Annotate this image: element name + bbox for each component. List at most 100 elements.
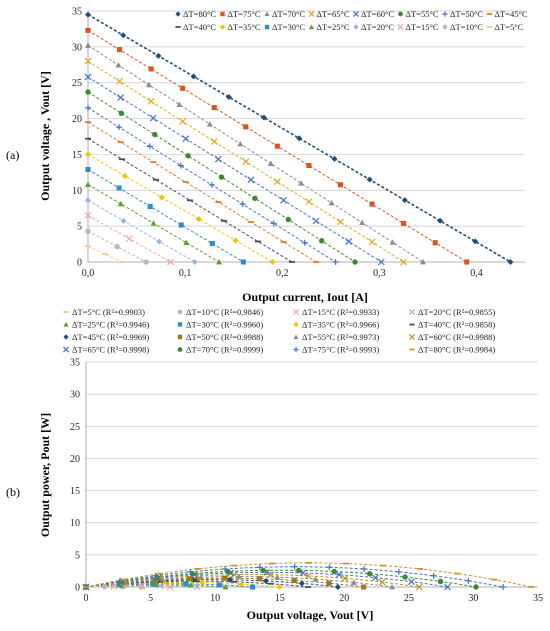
data-point-t-75-c: [433, 240, 438, 245]
data-point-t-35-c: [196, 216, 202, 222]
data-point-t-30-c: [117, 185, 122, 190]
data-point-t-50-c: [333, 259, 339, 265]
data-point-t-55-c: [85, 89, 90, 94]
legend-label: ΔT=20°C: [361, 22, 394, 32]
x-axis-title-pv: Output voltage, Vout [V]: [247, 608, 374, 622]
x-tick-label: 15: [275, 593, 285, 604]
data-point-t-35-c: [122, 173, 128, 179]
legend-marker-t-10-c-r-0-9846: [178, 310, 183, 315]
data-point-t-65-c: [337, 219, 343, 225]
data-point-t-75-c: [212, 105, 217, 110]
data-point-t-75-c: [401, 221, 406, 226]
legend-label: ΔT=70°C: [272, 9, 305, 19]
data-point-t-30-c: [210, 241, 215, 246]
legend-marker-t-60-c-r-0-9988: [409, 334, 414, 339]
legend-label: ΔT=10°C: [450, 22, 483, 32]
panel-label-b: (b): [6, 485, 20, 499]
data-point-t-55-c: [185, 153, 190, 158]
data-point-t-65-c: [180, 118, 186, 124]
x-tick-label: 0,2: [276, 268, 289, 279]
legend-marker-t-60-c: [353, 11, 358, 16]
data-point-t-30-c: [148, 204, 153, 209]
data-point-t-60-c: [346, 238, 352, 244]
data-point-t-25-c: [118, 201, 124, 206]
x-tick-label: 30: [468, 593, 478, 604]
data-point-t-30-c-r-0-9960: [250, 584, 255, 589]
data-point-t-75-c: [306, 163, 311, 168]
series-line-t-60-c: [88, 77, 381, 262]
legend-marker-t-25-c-r-0-9946: [63, 322, 68, 327]
x-tick-label: 0,0: [82, 268, 95, 279]
data-point-t-55-c-r-0-9973: [274, 574, 280, 579]
data-point-t-75-c-r-0-9993: [431, 573, 437, 579]
data-point-t-70-c-r-0-9999: [225, 569, 230, 574]
data-point-t-70-c: [298, 180, 304, 185]
y-axis-title-pv: Output power, Pout [W]: [38, 413, 52, 537]
legend-label: ΔT=25°C (R²=0.9946): [72, 320, 149, 330]
data-point-t-30-c: [179, 222, 184, 227]
legend-label: ΔT=10°C (R²=0.9846): [186, 307, 263, 317]
data-point-t-55-c: [152, 132, 157, 137]
legend-label: ΔT=30°C: [272, 22, 305, 32]
data-point-t-55-c: [219, 174, 224, 179]
data-point-t-75-c: [338, 182, 343, 187]
data-point-t-50-c: [178, 163, 184, 169]
series-line-t-45-c: [88, 122, 316, 262]
x-tick-label: 35: [533, 593, 543, 604]
data-point-t-20-c: [85, 197, 91, 203]
y-tick-label: 0: [75, 583, 80, 594]
y-tick-label: 5: [75, 550, 80, 561]
legend-marker-t-30-c: [265, 25, 269, 29]
legend-marker-t-75-c: [220, 12, 224, 16]
data-point-t-30-c: [241, 259, 246, 264]
data-point-t-75-c: [275, 144, 280, 149]
legend-marker-t-75-c-r-0-9993: [293, 347, 298, 352]
data-point-t-60-c: [215, 156, 221, 162]
data-point-t-75-c-r-0-9993: [361, 566, 367, 572]
data-point-t-70-c: [176, 101, 182, 106]
data-point-t-60-c: [150, 115, 156, 121]
legend-marker-t-15-c-r-0-9933: [293, 309, 298, 314]
x-axis-title-iv: Output current, Iout [A]: [242, 290, 368, 304]
y-tick-label: 25: [72, 78, 82, 89]
legend-marker-t-10-c: [443, 25, 448, 30]
data-point-t-20-c: [156, 238, 162, 244]
y-tick-label: 25: [70, 422, 80, 433]
legend-label: ΔT=40°C: [183, 22, 216, 32]
data-point-t-55-c: [252, 196, 257, 201]
legend-marker-t-45-c-r-0-9969: [63, 334, 68, 339]
data-point-t-50-c: [302, 240, 308, 246]
data-point-t-10-c-r-0-9846: [102, 584, 107, 589]
data-point-t-65-c: [306, 199, 312, 205]
x-tick-label: 5: [148, 593, 153, 604]
data-point-t-50-c-r-0-9988: [361, 584, 366, 589]
y-tick-label: 10: [70, 518, 80, 529]
x-tick-label: 20: [339, 593, 349, 604]
y-tick-label: 35: [72, 7, 82, 18]
y-tick-label: 35: [70, 358, 80, 369]
y-tick-label: 5: [77, 222, 82, 233]
legend-marker-t-65-c: [309, 11, 314, 16]
legend-marker-t-20-c: [353, 24, 358, 29]
legend-label: ΔT=5°C (R²=0.9903): [72, 307, 145, 317]
y-tick-label: 15: [72, 150, 82, 161]
y-tick-label: 30: [70, 390, 80, 401]
legend-label: ΔT=45°C: [495, 9, 528, 19]
y-axis-title-iv: Output voltage , Vout [V]: [38, 71, 52, 201]
series-line-t-20-c: [88, 200, 195, 262]
data-point-t-70-c-r-0-9999: [261, 568, 266, 573]
legend-label: ΔT=65°C: [317, 9, 350, 19]
series-line-t-30-c: [88, 169, 243, 262]
data-point-t-70-c: [85, 42, 91, 47]
data-point-t-60-c: [118, 95, 124, 101]
x-tick-label: 25: [404, 593, 414, 604]
data-point-t-65-c: [243, 159, 249, 165]
data-point-t-50-c: [240, 201, 246, 207]
legend-label: ΔT=50°C (R²=0.9988): [186, 332, 263, 342]
y-tick-label: 15: [70, 486, 80, 497]
data-point-t-10-c: [85, 228, 90, 233]
legend-label: ΔT=30°C (R²=0.9960): [186, 320, 263, 330]
